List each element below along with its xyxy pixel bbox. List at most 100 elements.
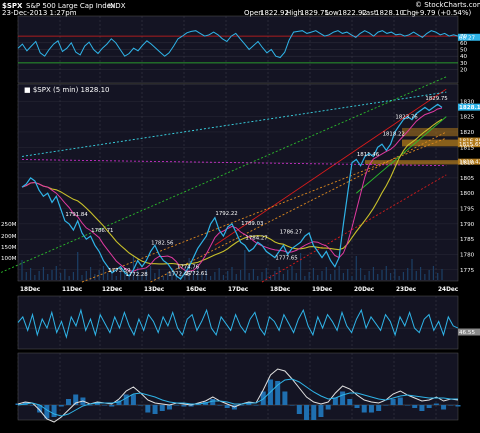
macd-histogram-bar [455,405,461,407]
macd-histogram-bar [332,397,338,405]
macd-histogram-bar [145,405,151,413]
volume-bar [201,273,203,280]
price-tick-label: 1830 [460,99,475,105]
osc-last-label: 46.55 [459,330,475,336]
volume-bar [68,276,70,280]
volume-bar [235,274,237,280]
volume-bar [304,276,306,280]
volume-bar [248,273,250,280]
x-tick-label: 11Dec [62,287,83,293]
price-annotation: 1774.76 [177,265,200,271]
macd-histogram-bar [188,405,194,407]
volume-bar [124,268,126,280]
price-tick-label: 1795 [460,207,475,213]
price-panel [17,83,459,282]
price-annotation: 1772.28 [125,272,148,278]
volume-bar [441,269,443,280]
volume-bar [192,270,195,280]
price-tick-label: 1810 [460,161,475,167]
last-value: 1828.10 [375,9,404,17]
volume-bar [321,271,323,280]
volume-bar [325,267,327,280]
volume-bar [188,258,190,280]
macd-histogram-bar [130,394,136,405]
macd-histogram-bar [304,405,310,420]
macd-histogram-bar [109,405,115,407]
volume-bar [227,271,229,280]
macd-histogram-bar [354,405,360,408]
macd-histogram-bar [325,405,331,410]
x-tick-label: 13Dec [144,287,165,293]
macd-histogram-bar [405,405,411,406]
last-price-label: 1828.10 [459,105,480,111]
volume-bar [291,266,293,280]
rsi-tick-label: 30 [460,61,468,67]
volume-bar [128,275,130,280]
volume-bar [218,268,220,280]
macd-histogram-bar [181,405,187,407]
volume-bar [34,275,36,280]
macd-histogram-bar [37,405,43,413]
volume-bar [231,267,233,280]
sma-slow-line [21,118,443,266]
macd-histogram-bar [65,399,71,405]
volume-bar [347,269,349,280]
macd-histogram-bar [102,405,108,406]
macd-histogram-bar [419,405,425,411]
price-tick-label: 1800 [460,191,475,197]
macd-histogram-bar [426,405,432,408]
trendline [21,159,447,167]
oscillator-line [17,308,459,339]
volume-bar [115,276,117,280]
price-annotation: 1786.27 [280,229,302,235]
price-annotation: 1818.22 [383,131,405,137]
volume-bar [415,271,417,280]
macd-histogram-bar [246,403,252,405]
macd-histogram-bar [441,405,447,410]
rsi-tick-label: 50 [460,48,468,54]
price-annotation: 1791.84 [65,212,88,218]
low-value: 1822.92 [338,9,367,17]
last-price-box [458,103,480,111]
volume-bar [351,276,353,280]
macd-histogram-bar [73,394,79,405]
volume-bar [59,273,62,280]
volume-bar [167,272,169,280]
resistance-zone [402,139,458,147]
price-annotation: 1823.76 [395,114,418,120]
macd-panel [17,352,459,421]
volume-bar [72,272,75,280]
volume-bar [342,273,345,280]
support-zone [365,160,458,165]
chg-label: Chg [402,9,416,17]
volume-bar [282,274,285,280]
volume-bar [364,275,366,280]
high-value: 1829.75 [300,9,329,17]
volume-bar [299,253,302,280]
macd-histogram-bar [260,391,266,405]
price-annotation: 1773.59 [108,268,131,274]
volume-bar [145,270,147,280]
volume-bar [149,266,152,280]
x-tick-label: 16Dec [186,287,207,293]
volume-bar [85,271,87,280]
macd-histogram-bar [361,405,367,413]
macd-histogram-bar [94,403,100,405]
macd-histogram-bar [239,405,245,406]
price-annotation: 1829.75 [425,96,447,102]
volume-bar [308,272,310,280]
macd-histogram-bar [58,405,64,407]
volume-bar [424,274,426,280]
sma-fast-line [21,107,443,272]
macd-histogram-bar [412,405,418,408]
macd-histogram-bar [174,405,180,406]
rsi-last-box [458,33,480,41]
x-tick-label: 24Dec [438,287,459,293]
macd-histogram-bar [347,399,353,405]
trendline [21,91,447,157]
macd-series [15,368,461,423]
volume-bar [359,268,362,280]
macd-histogram-bar [87,405,93,406]
